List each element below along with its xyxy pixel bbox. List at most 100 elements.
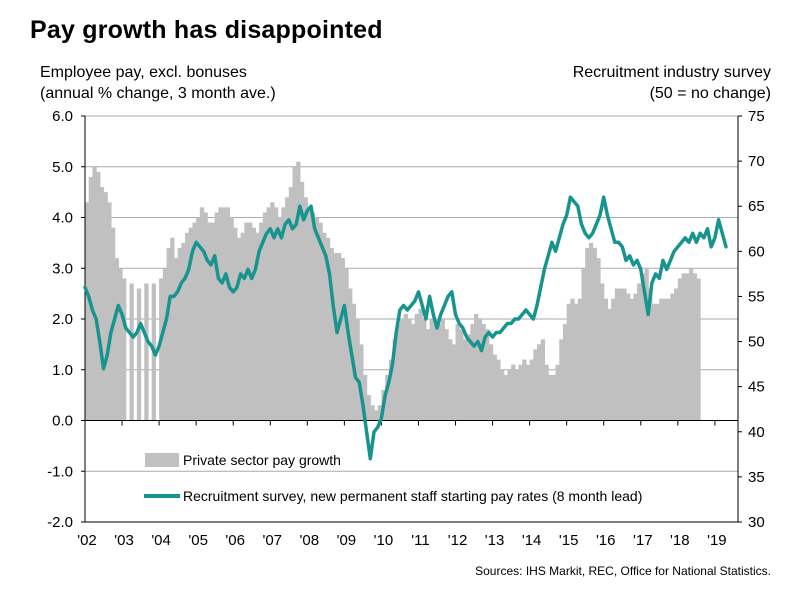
bar (392, 339, 397, 421)
bar (455, 324, 460, 421)
series-line-recruitment (83, 195, 728, 461)
bar (196, 217, 201, 421)
left-tick-label: 1.0 (52, 362, 73, 379)
x-tick-label: '13 (485, 532, 505, 549)
bar (629, 298, 634, 421)
bar (240, 232, 245, 421)
bar (285, 197, 290, 421)
bar (385, 374, 390, 421)
bar (433, 324, 438, 421)
right-axis-title-line-2: (50 = no change) (649, 85, 771, 102)
bar (681, 273, 686, 421)
bar (370, 405, 375, 421)
bar (462, 339, 468, 421)
bar (696, 278, 701, 421)
bar (548, 374, 553, 421)
bar (318, 222, 323, 421)
x-tick-label: '02 (77, 532, 97, 549)
bar (185, 232, 190, 421)
bar (611, 298, 616, 421)
bar (425, 329, 431, 421)
left-tick-label: 3.0 (52, 260, 73, 277)
bar (637, 283, 642, 421)
x-tick-label: '06 (225, 532, 245, 549)
bar (173, 258, 179, 421)
bar (329, 247, 334, 421)
left-tick-label: 6.0 (52, 108, 73, 125)
legend-label-bars: Private sector pay growth (183, 452, 341, 468)
left-tick-label: -1.0 (47, 463, 73, 480)
bar (492, 354, 497, 421)
bar (648, 288, 653, 421)
left-axis-title-line-2: (annual % change, 3 month ave.) (40, 85, 276, 102)
x-tick-label: '07 (262, 532, 282, 549)
x-tick-label: '17 (633, 532, 653, 549)
bar (485, 329, 490, 421)
x-tick-label: '14 (522, 532, 542, 549)
left-tick-label: -2.0 (47, 514, 73, 531)
right-tick-label: 70 (748, 153, 765, 170)
bar (607, 308, 612, 421)
bar (529, 359, 534, 421)
right-tick-label: 65 (748, 198, 765, 215)
bar (503, 374, 508, 421)
bar (403, 313, 408, 421)
right-tick-label: 75 (748, 108, 765, 125)
bar (170, 237, 175, 421)
bar (273, 207, 279, 421)
bar (188, 227, 194, 421)
bar (162, 268, 168, 421)
bar (85, 202, 90, 421)
chart-title: Pay growth has disappointed (30, 16, 383, 44)
bar (281, 207, 286, 421)
bar (688, 268, 694, 421)
left-axis-title: Employee pay, excl. bonuses (annual % ch… (40, 62, 276, 104)
bar (655, 303, 660, 421)
bar (229, 217, 234, 421)
bar (344, 268, 349, 421)
bar (377, 405, 383, 421)
bar (296, 161, 301, 421)
bar (233, 227, 238, 421)
left-tick-label: 2.0 (52, 311, 73, 328)
bar (292, 166, 297, 421)
bar (574, 303, 579, 421)
bar (537, 344, 542, 421)
bar (499, 369, 505, 421)
bar (374, 410, 379, 421)
bar (362, 374, 368, 421)
bar (266, 207, 271, 421)
bar (507, 369, 512, 421)
bar (225, 207, 231, 421)
bar (199, 207, 205, 421)
bar (644, 268, 649, 421)
bar (218, 207, 223, 421)
right-axis-title: Recruitment industry survey (50 = no cha… (573, 62, 771, 104)
x-tick-label: '08 (300, 532, 320, 549)
bar (422, 319, 427, 421)
x-tick-label: '11 (411, 532, 429, 549)
left-tick-label: 0.0 (52, 413, 73, 430)
bar (399, 319, 405, 421)
bar (166, 247, 171, 421)
bar (114, 258, 119, 421)
bar (181, 242, 186, 421)
bar (488, 344, 494, 421)
bar (663, 298, 668, 421)
bar (618, 288, 623, 421)
bar (570, 298, 575, 421)
bar (288, 187, 294, 421)
bar (325, 237, 331, 421)
bar (588, 242, 594, 421)
bar (511, 364, 516, 421)
left-tick-label: 5.0 (52, 159, 73, 176)
bar (307, 207, 312, 421)
bar (277, 217, 282, 421)
bar (129, 283, 134, 421)
bar (366, 395, 371, 421)
bar (448, 339, 453, 421)
bar (388, 359, 394, 421)
bar (625, 293, 631, 421)
